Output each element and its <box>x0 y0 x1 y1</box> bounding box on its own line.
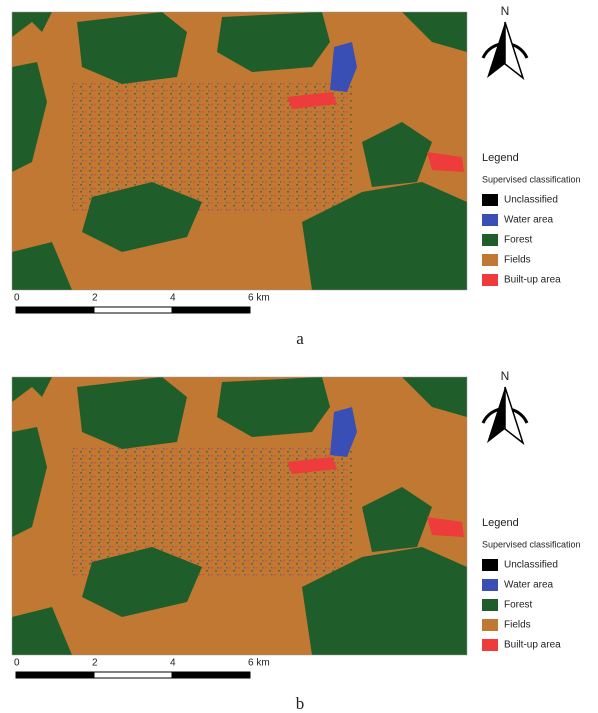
north-label: N <box>501 4 510 18</box>
legend-label: Unclassified <box>504 560 558 571</box>
north-label: N <box>501 369 510 383</box>
panel-caption: b <box>296 694 305 713</box>
scale-label: 0 <box>14 293 20 304</box>
legend-swatch <box>482 599 498 611</box>
legend-label: Fields <box>504 255 531 266</box>
legend-swatch <box>482 214 498 226</box>
legend-label: Forest <box>504 600 533 611</box>
legend-label: Water area <box>504 215 554 226</box>
north-arrow <box>483 387 527 443</box>
scale-label: 0 <box>14 658 20 669</box>
scale-label: 2 <box>92 293 98 304</box>
figure: N Legend Supervised classification Unclassi… <box>0 0 598 713</box>
legend-swatch <box>482 639 498 651</box>
page: {"panels": [ {"caption": "a", "north": "… <box>0 0 598 713</box>
scale-segment <box>16 307 94 313</box>
legend-label: Fields <box>504 620 531 631</box>
scale-segment <box>172 307 250 313</box>
panel-caption: a <box>296 329 304 348</box>
legend-swatch <box>482 254 498 266</box>
scale-label: 2 <box>92 658 98 669</box>
legend-swatch <box>482 559 498 571</box>
legend-title: Legend <box>482 517 519 529</box>
map-image <box>12 377 467 655</box>
scale-segment <box>94 672 172 678</box>
scale-label: 4 <box>170 658 176 669</box>
legend-label: Forest <box>504 235 533 246</box>
legend-label: Built-up area <box>504 275 561 286</box>
panel: N Legend Supervised classification Unclassi… <box>12 369 581 713</box>
scale-label: 4 <box>170 293 176 304</box>
north-arrow <box>483 22 527 78</box>
legend-swatch <box>482 274 498 286</box>
legend-label: Unclassified <box>504 195 558 206</box>
scale-label: 6 km <box>248 658 270 669</box>
scale-segment <box>16 672 94 678</box>
panel: N Legend Supervised classification Unclassi… <box>12 4 581 348</box>
legend-swatch <box>482 619 498 631</box>
legend-title: Legend <box>482 152 519 164</box>
scale-label: 6 km <box>248 293 270 304</box>
legend-swatch <box>482 194 498 206</box>
scale-segment <box>94 307 172 313</box>
legend-label: Built-up area <box>504 640 561 651</box>
legend-subtitle: Supervised classification <box>482 539 581 549</box>
map-image <box>12 12 467 290</box>
legend-swatch <box>482 579 498 591</box>
legend-label: Water area <box>504 580 554 591</box>
legend-swatch <box>482 234 498 246</box>
scale-segment <box>172 672 250 678</box>
legend-subtitle: Supervised classification <box>482 174 581 184</box>
